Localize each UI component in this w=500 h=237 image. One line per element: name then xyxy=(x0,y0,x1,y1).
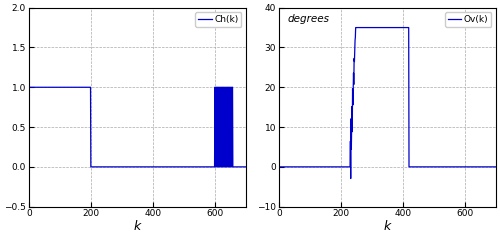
X-axis label: k: k xyxy=(134,220,141,233)
Text: degrees: degrees xyxy=(288,14,330,24)
Legend: Ov(k): Ov(k) xyxy=(445,12,492,27)
X-axis label: k: k xyxy=(384,220,391,233)
Legend: Ch(k): Ch(k) xyxy=(196,12,242,27)
